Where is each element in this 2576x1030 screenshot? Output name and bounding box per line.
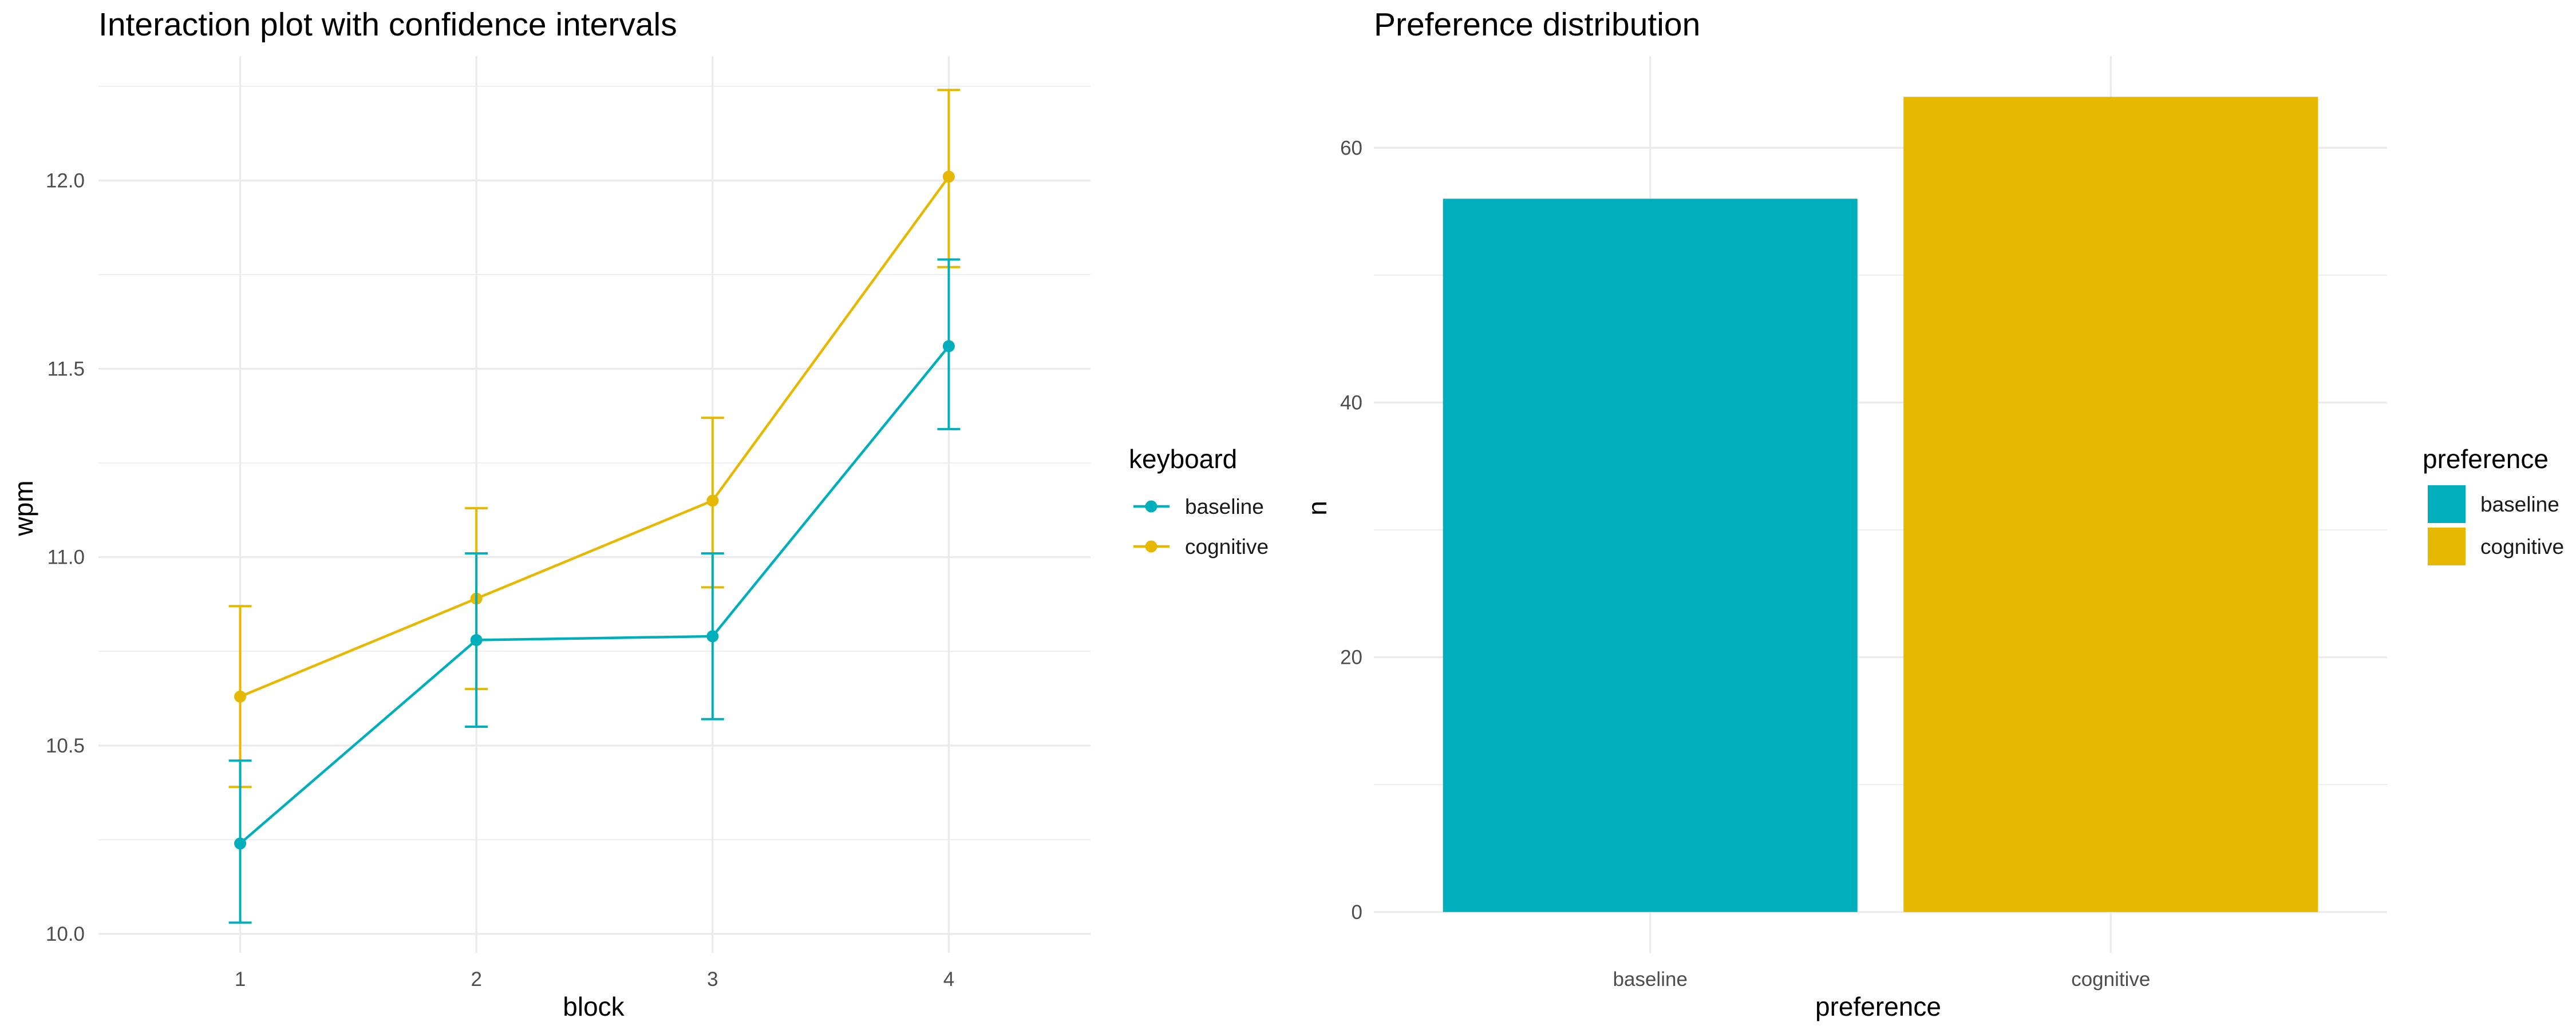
data-point xyxy=(706,630,719,643)
y-tick-label: 10.0 xyxy=(46,923,85,945)
y-tick-label: 11.0 xyxy=(47,546,85,569)
y-tick-label: 0 xyxy=(1352,901,1362,924)
series-line-cognitive xyxy=(239,176,950,698)
data-point xyxy=(942,171,955,183)
y-axis-title-wpm: wpm xyxy=(9,480,38,536)
data-point xyxy=(706,494,719,507)
legend-item-baseline: baseline xyxy=(1133,495,1264,518)
legend-point-key xyxy=(1145,500,1157,513)
data-point xyxy=(942,340,955,352)
interaction-plot-x-ticks: 1 2 3 4 xyxy=(235,968,954,991)
legend-title-keyboard: keyboard xyxy=(1129,444,1237,474)
interaction-plot-series xyxy=(228,89,961,924)
y-tick-label: 11.5 xyxy=(47,358,85,380)
bar-baseline xyxy=(1443,199,1858,912)
data-point xyxy=(234,837,247,850)
preference-bars xyxy=(1443,97,2318,912)
preference-bar-panel: Preference distribution 0 20 40 60 baseline… xyxy=(1302,6,2564,1021)
data-point xyxy=(234,690,247,703)
legend-color-key xyxy=(2428,528,2466,565)
preference-chart-y-ticks: 0 20 40 60 xyxy=(1340,137,1362,924)
y-tick-label: 60 xyxy=(1340,137,1362,159)
x-tick-label: 3 xyxy=(707,968,718,991)
y-axis-title-n: n xyxy=(1302,501,1332,516)
legend-item-cognitive: cognitive xyxy=(2428,528,2564,565)
y-tick-label: 10.5 xyxy=(46,735,85,757)
keyboard-legend: keyboard baseline cognitive xyxy=(1129,444,1269,558)
preference-legend: preference baseline cognitive xyxy=(2423,444,2564,565)
preference-chart-title: Preference distribution xyxy=(1374,6,1700,43)
x-tick-label: 4 xyxy=(943,968,954,991)
x-axis-title-block: block xyxy=(563,992,625,1021)
series-line-baseline xyxy=(239,345,950,845)
x-axis-title-preference: preference xyxy=(1815,992,1941,1021)
legend-item-baseline: baseline xyxy=(2428,485,2559,523)
legend-label: cognitive xyxy=(1185,535,1269,558)
y-tick-label: 12.0 xyxy=(46,169,85,192)
x-tick-label: 2 xyxy=(471,968,481,991)
legend-item-cognitive: cognitive xyxy=(1133,535,1269,558)
interaction-plot-grid xyxy=(98,56,1091,953)
legend-label: cognitive xyxy=(2480,535,2564,558)
interaction-plot-title: Interaction plot with confidence interva… xyxy=(98,6,677,43)
interaction-plot-panel: Interaction plot with confidence interva… xyxy=(9,6,1269,1021)
y-tick-label: 40 xyxy=(1340,391,1362,414)
data-point xyxy=(470,634,483,647)
preference-chart-x-ticks: baseline cognitive xyxy=(1613,968,2151,991)
legend-label: baseline xyxy=(1185,495,1264,518)
interaction-plot-y-ticks: 10.0 10.5 11.0 11.5 12.0 xyxy=(46,169,85,945)
series-baseline xyxy=(228,258,961,924)
legend-title-preference: preference xyxy=(2423,444,2549,474)
bar-cognitive xyxy=(1903,97,2318,912)
x-tick-label: cognitive xyxy=(2071,968,2150,991)
legend-label: baseline xyxy=(2480,493,2559,516)
legend-point-key xyxy=(1145,540,1157,553)
y-tick-label: 20 xyxy=(1340,647,1362,669)
x-tick-label: 1 xyxy=(235,968,246,991)
x-tick-label: baseline xyxy=(1613,968,1688,991)
legend-color-key xyxy=(2428,485,2466,523)
